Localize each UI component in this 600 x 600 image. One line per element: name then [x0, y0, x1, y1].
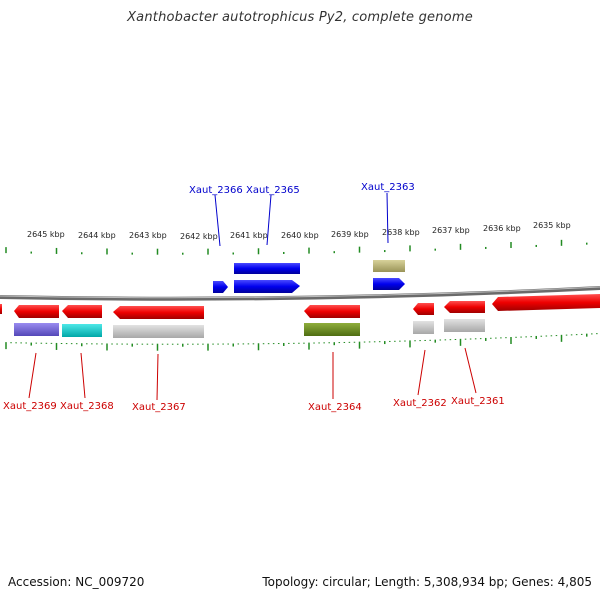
top-tick-row [5, 239, 588, 255]
reverse-genes [0, 294, 600, 319]
gene-reverse [444, 301, 485, 313]
gene-label-xaut-2362: Xaut_2362 [393, 398, 447, 409]
gene-forward [234, 263, 300, 274]
forward-genes [213, 260, 405, 293]
gene-label-xaut-2368: Xaut_2368 [60, 401, 114, 412]
gene-forward [234, 280, 300, 293]
gene-feature-khaki [373, 260, 405, 272]
bottom-gene-labels: Xaut_2369 Xaut_2368 Xaut_2367 Xaut_2364 … [3, 347, 505, 413]
gene-reverse [113, 306, 204, 319]
gene-reverse [413, 303, 434, 315]
genome-backbone [0, 286, 600, 301]
kbp-label: 2637 kbp [432, 226, 470, 235]
gene-reverse [492, 294, 600, 311]
gene-label-xaut-2361: Xaut_2361 [451, 396, 505, 407]
gene-label-xaut-2364: Xaut_2364 [308, 402, 362, 413]
kbp-label: 2638 kbp [382, 228, 420, 237]
gene-reverse [14, 305, 59, 318]
gene-feature-olive [304, 323, 360, 336]
kbp-label: 2641 kbp [230, 231, 268, 240]
bottom-tick-row [5, 333, 598, 351]
kbp-label: 2636 kbp [483, 224, 521, 233]
genome-title: Xanthobacter autotrophicus Py2, complete… [127, 10, 473, 25]
gene-forward [213, 281, 228, 293]
gene-reverse [304, 305, 360, 318]
accession-text: Accession: NC_009720 [8, 575, 145, 589]
kbp-label: 2639 kbp [331, 230, 369, 239]
gene-label-xaut-2363: Xaut_2363 [361, 182, 415, 193]
top-gene-labels: Xaut_2366 Xaut_2365 Xaut_2363 [189, 182, 415, 247]
gene-feature-cyan [62, 324, 102, 337]
gene-feature-gray [413, 321, 434, 334]
gene-feature-purple [14, 323, 59, 336]
gene-reverse [0, 304, 2, 314]
topology-text: Topology: circular; Length: 5,308,934 bp… [262, 575, 592, 589]
gene-label-xaut-2366: Xaut_2366 [189, 185, 243, 196]
gene-label-xaut-2369: Xaut_2369 [3, 401, 57, 412]
other-features [14, 319, 485, 338]
kbp-label: 2643 kbp [129, 231, 167, 240]
gene-forward [373, 278, 405, 290]
kbp-axis-labels: 2645 kbp 2644 kbp 2643 kbp 2642 kbp 2641… [27, 221, 571, 241]
kbp-label: 2644 kbp [78, 231, 116, 240]
gene-reverse [62, 305, 102, 318]
gene-label-xaut-2367: Xaut_2367 [132, 402, 186, 413]
gene-feature-gray [444, 319, 485, 332]
gene-label-xaut-2365: Xaut_2365 [246, 185, 300, 196]
kbp-label: 2645 kbp [27, 230, 65, 239]
kbp-label: 2642 kbp [180, 232, 218, 241]
kbp-label: 2635 kbp [533, 221, 571, 230]
gene-feature-gray [113, 325, 204, 338]
kbp-label: 2640 kbp [281, 231, 319, 240]
